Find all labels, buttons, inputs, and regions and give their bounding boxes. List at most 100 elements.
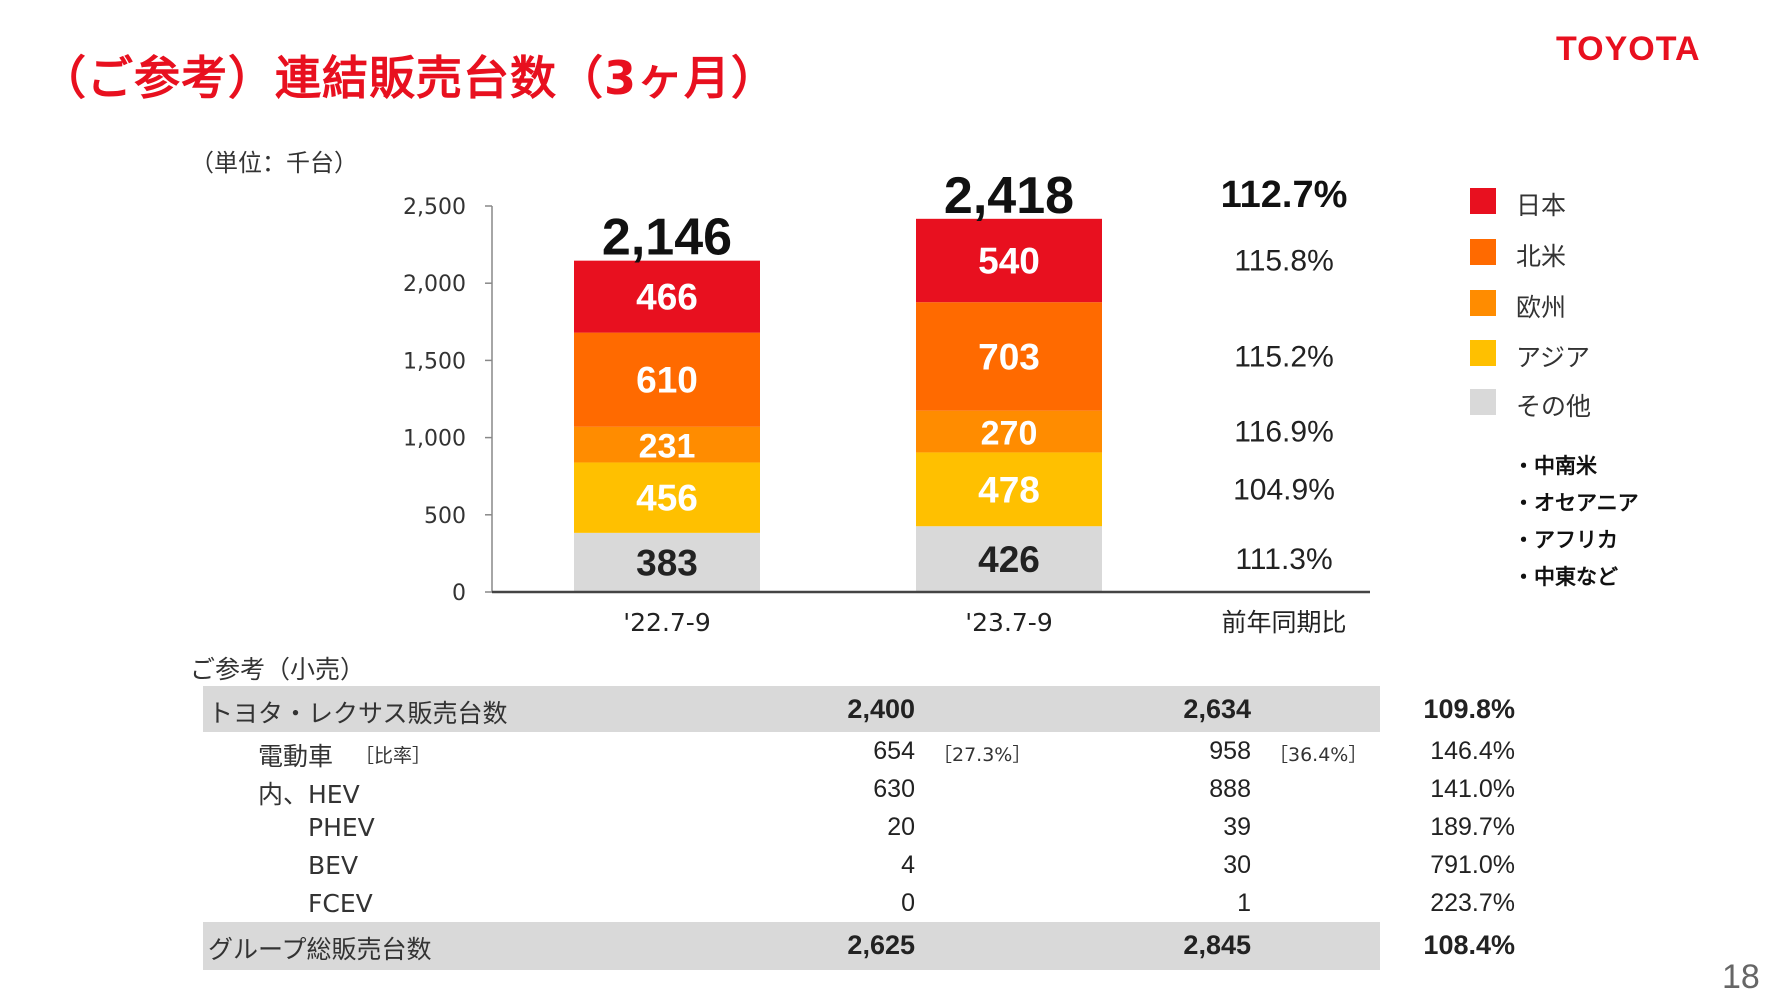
legend-swatch <box>1470 389 1496 415</box>
bar-value-label: 610 <box>636 360 698 401</box>
legend-label: 北米 <box>1516 242 1567 271</box>
bar-segment <box>574 332 760 427</box>
legend-item: アジア <box>1470 338 1710 372</box>
page-number: 18 <box>1722 958 1760 996</box>
bar-segment <box>574 260 760 333</box>
stacked-bar-chart: 0 500 1,000 1,500 2,000 2,500 383 456 231 610 466 2… <box>403 167 1370 637</box>
row-label: FCEV <box>308 889 373 918</box>
bar-segment <box>916 452 1102 527</box>
value-2023: 958 <box>1209 737 1251 765</box>
bar-segment <box>916 218 1102 303</box>
table-row: 内、HEV 630 888 141.0% <box>203 771 1515 809</box>
value-2022: 4 <box>901 851 915 879</box>
page-title: （ご参考）連結販売台数（3ヶ月） <box>40 51 779 105</box>
legend-swatch <box>1470 290 1496 316</box>
value-2022: 2,625 <box>847 930 915 960</box>
legend-item: その他 <box>1470 387 1710 421</box>
row-label: 内、HEV <box>258 780 360 809</box>
bar-value-label: 426 <box>978 539 1040 580</box>
yoy-value: 115.8% <box>1234 245 1334 278</box>
yoy-ratio: 146.4% <box>1430 737 1515 765</box>
yoy-value: 104.9% <box>1233 473 1335 506</box>
table-row: グループ総販売台数 2,625 2,845 108.4% <box>203 922 1515 970</box>
bar-value-label: 383 <box>636 542 698 583</box>
table-row: PHEV 20 39 189.7% <box>203 809 1515 845</box>
legend-item: 欧州 <box>1470 288 1710 322</box>
value-2022: 0 <box>901 889 915 917</box>
bar-value-label: 478 <box>978 469 1040 510</box>
value-2022: 2,400 <box>847 694 915 724</box>
bar-segment <box>574 532 760 592</box>
table-row: BEV 4 30 791.0% <box>203 847 1515 883</box>
row-label: PHEV <box>308 813 375 842</box>
y-tick-label: 2,000 <box>403 272 466 297</box>
share-2023: ［36.4%］ <box>1269 744 1368 766</box>
legend-swatch <box>1470 340 1496 366</box>
other-region-note: ・アフリカ <box>1513 528 1618 552</box>
value-2022: 20 <box>887 813 915 841</box>
bar-segment <box>916 302 1102 411</box>
yoy-value: 111.3% <box>1235 543 1332 576</box>
other-region-note: ・オセアニア <box>1513 491 1639 515</box>
other-region-note: ・中東など <box>1513 565 1618 589</box>
legend-label: 欧州 <box>1516 293 1567 322</box>
yoy-value: 115.2% <box>1234 340 1334 373</box>
value-2023: 1 <box>1237 889 1251 917</box>
unit-label: （単位：千台） <box>190 149 358 177</box>
bar-value-label: 540 <box>978 241 1040 282</box>
value-2023: 30 <box>1223 851 1251 879</box>
bar-value-label: 231 <box>639 428 696 466</box>
row-sublabel: ［比率］ <box>355 745 432 767</box>
yoy-total: 112.7% <box>1221 174 1348 216</box>
bar-value-label: 466 <box>636 277 698 318</box>
y-tick-label: 0 <box>452 581 466 606</box>
value-2022: 630 <box>873 775 915 803</box>
bar-segment <box>574 462 760 533</box>
legend-label: 日本 <box>1516 191 1567 220</box>
value-2022: 654 <box>873 737 915 765</box>
table-row: FCEV 0 1 223.7% <box>203 885 1515 921</box>
row-label: トヨタ・レクサス販売台数 <box>208 699 508 728</box>
y-tick-label: 1,500 <box>403 349 466 374</box>
row-label: BEV <box>308 851 359 880</box>
yoy-ratio: 791.0% <box>1430 851 1515 879</box>
bar-total-label: 2,418 <box>944 167 1074 225</box>
value-2023: 2,634 <box>1183 694 1251 724</box>
yoy-ratio: 109.8% <box>1423 694 1515 724</box>
bar-value-label: 703 <box>978 336 1040 377</box>
y-tick-label: 2,500 <box>403 195 466 220</box>
bar-segment <box>916 526 1102 592</box>
yoy-ratio: 141.0% <box>1430 775 1515 803</box>
value-2023: 2,845 <box>1183 930 1251 960</box>
yoy-value: 116.9% <box>1234 416 1334 449</box>
bar-value-label: 456 <box>636 478 698 519</box>
row-label: 電動車 <box>258 742 334 771</box>
reference-label: ご参考（小売） <box>190 655 366 684</box>
legend-swatch <box>1470 188 1496 214</box>
bar-segment <box>916 410 1102 453</box>
legend-item: 日本 <box>1470 186 1710 220</box>
legend-label: アジア <box>1516 343 1591 372</box>
yoy-ratio: 223.7% <box>1430 889 1515 917</box>
bar-total-label: 2,146 <box>602 209 732 267</box>
yoy-header: 前年同期比 <box>1221 608 1346 637</box>
value-2023: 39 <box>1223 813 1251 841</box>
yoy-ratio: 189.7% <box>1430 813 1515 841</box>
other-region-note: ・中南米 <box>1513 454 1597 478</box>
legend-label: その他 <box>1516 392 1592 421</box>
table-row: 電動車 ［比率］ 654 ［27.3%］ 958 ［36.4%］ 146.4% <box>203 733 1515 771</box>
x-category-label: '23.7-9 <box>965 608 1052 637</box>
y-tick-label: 500 <box>424 504 466 529</box>
yoy-ratio: 108.4% <box>1423 930 1515 960</box>
x-category-label: '22.7-9 <box>623 608 710 637</box>
bar-segment <box>574 426 760 463</box>
table-row: トヨタ・レクサス販売台数 2,400 2,634 109.8% <box>203 686 1515 732</box>
toyota-logo: TOYOTA <box>1556 30 1701 68</box>
legend-swatch <box>1470 239 1496 265</box>
bar-value-label: 270 <box>981 415 1038 453</box>
row-label: グループ総販売台数 <box>208 935 432 964</box>
y-tick-label: 1,000 <box>403 427 466 452</box>
legend-item: 北米 <box>1470 237 1710 271</box>
value-2023: 888 <box>1209 775 1251 803</box>
share-2022: ［27.3%］ <box>933 744 1032 766</box>
